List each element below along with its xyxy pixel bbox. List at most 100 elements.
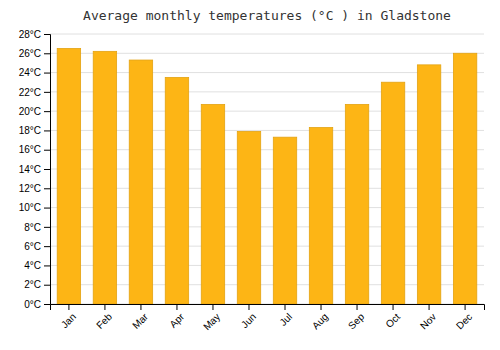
bar (93, 51, 116, 304)
x-tick: Mar (130, 304, 150, 331)
x-tick-mark (140, 304, 141, 310)
y-tick-mark (44, 53, 50, 54)
bar (453, 53, 476, 304)
x-tick: Apr (167, 304, 186, 330)
x-tick-mark (357, 304, 358, 310)
plot: 0°C 2°C 4°C 6°C 8°C 10°C 12°C 14°C 16°C 18°C 20°C 2… (19, 29, 485, 333)
bars (57, 48, 477, 304)
y-tick-label: 6°C (24, 241, 41, 252)
x-tick-label: Apr (167, 311, 186, 330)
y-tick: 28°C (19, 29, 50, 40)
x-tick: Dec (454, 304, 474, 331)
y-tick-mark (44, 92, 50, 93)
y-tick-mark (44, 34, 50, 35)
bar (237, 131, 260, 304)
y-tick-mark (44, 130, 50, 131)
x-tick-label: Jan (59, 311, 78, 330)
y-tick: 4°C (24, 260, 50, 271)
y-tick-mark (44, 265, 50, 266)
x-tick: May (201, 304, 222, 332)
x-tick-label: Jul (277, 311, 294, 328)
y-tick: 12°C (19, 183, 50, 194)
y-tick-label: 12°C (19, 183, 41, 194)
y-tick-mark (44, 188, 50, 189)
y-tick-label: 4°C (24, 260, 41, 271)
x-tick: Nov (418, 304, 438, 331)
y-tick-label: 28°C (19, 29, 41, 40)
x-tick-mark (321, 304, 322, 310)
y-tick-mark (44, 304, 50, 305)
x-tick-label: Feb (94, 311, 114, 331)
y-tick-mark (44, 208, 50, 209)
x-tick: Jun (239, 304, 258, 330)
y-tick-mark (44, 227, 50, 228)
bar (381, 82, 404, 304)
y-tick-mark (44, 111, 50, 112)
x-axis: Jan Feb Mar Apr May Jun Jul Aug Sep Oct Nov Dec (51, 304, 485, 332)
y-tick: 26°C (19, 48, 50, 59)
grid (50, 34, 484, 304)
x-tick-label: Oct (383, 311, 402, 330)
y-tick-label: 22°C (19, 87, 41, 98)
x-tick-mark (68, 304, 69, 310)
bar (417, 65, 440, 304)
bar (129, 60, 152, 304)
y-axis: 0°C 2°C 4°C 6°C 8°C 10°C 12°C 14°C 16°C 18°C 20°C 2… (19, 29, 51, 310)
x-tick-mark (104, 304, 105, 310)
y-tick-label: 24°C (19, 67, 41, 78)
y-tick-label: 14°C (19, 164, 41, 175)
x-tick-mark (176, 304, 177, 310)
x-axis-line (51, 305, 485, 311)
bar (309, 128, 332, 304)
y-tick-label: 2°C (24, 279, 41, 290)
x-tick: Feb (94, 304, 114, 331)
x-tick-mark (212, 304, 213, 310)
x-tick-label: Aug (310, 311, 330, 331)
chart: 0°C 2°C 4°C 6°C 8°C 10°C 12°C 14°C 16°C 18°C 20°C 2… (0, 0, 500, 350)
x-tick: Jan (59, 304, 78, 330)
y-tick: 24°C (19, 67, 50, 78)
y-tick: 18°C (19, 125, 50, 136)
y-tick-label: 16°C (19, 144, 41, 155)
y-tick: 8°C (24, 222, 50, 233)
x-tick-label: May (201, 311, 222, 332)
x-tick: Oct (383, 304, 402, 330)
y-tick: 0°C (24, 299, 50, 310)
y-tick: 14°C (19, 164, 50, 175)
y-tick: 6°C (24, 241, 50, 252)
y-tick-label: 26°C (19, 48, 41, 59)
x-tick-label: Nov (418, 311, 438, 331)
x-tick: Jul (277, 304, 294, 328)
x-tick: Aug (310, 304, 330, 331)
bar (273, 137, 296, 304)
x-tick-label: Mar (130, 311, 150, 331)
x-tick-label: Jun (239, 311, 258, 330)
y-tick: 10°C (19, 202, 50, 213)
y-tick: 20°C (19, 106, 50, 117)
bar (201, 104, 224, 304)
y-tick-mark (44, 285, 50, 286)
y-tick-mark (44, 73, 50, 74)
x-tick: Sep (346, 304, 367, 331)
x-tick-label: Dec (454, 311, 474, 331)
y-tick: 22°C (19, 87, 50, 98)
bar (57, 48, 80, 304)
y-tick: 16°C (19, 144, 50, 155)
y-tick-label: 0°C (24, 299, 41, 310)
grid-line (50, 34, 484, 35)
x-tick-mark (248, 304, 249, 310)
y-tick-mark (44, 169, 50, 170)
bar (345, 104, 368, 304)
y-tick-mark (44, 246, 50, 247)
y-tick-label: 8°C (24, 222, 41, 233)
y-tick-label: 10°C (19, 202, 41, 213)
y-axis-line (44, 35, 51, 305)
title: Average monthly temperatures (°C ) in Gl… (83, 8, 451, 23)
x-tick-label: Sep (346, 311, 367, 332)
y-tick: 2°C (24, 279, 50, 290)
x-tick-mark (465, 304, 466, 310)
x-tick-mark (429, 304, 430, 310)
x-tick-mark (285, 304, 286, 310)
bar (165, 77, 188, 304)
y-tick-label: 20°C (19, 106, 41, 117)
